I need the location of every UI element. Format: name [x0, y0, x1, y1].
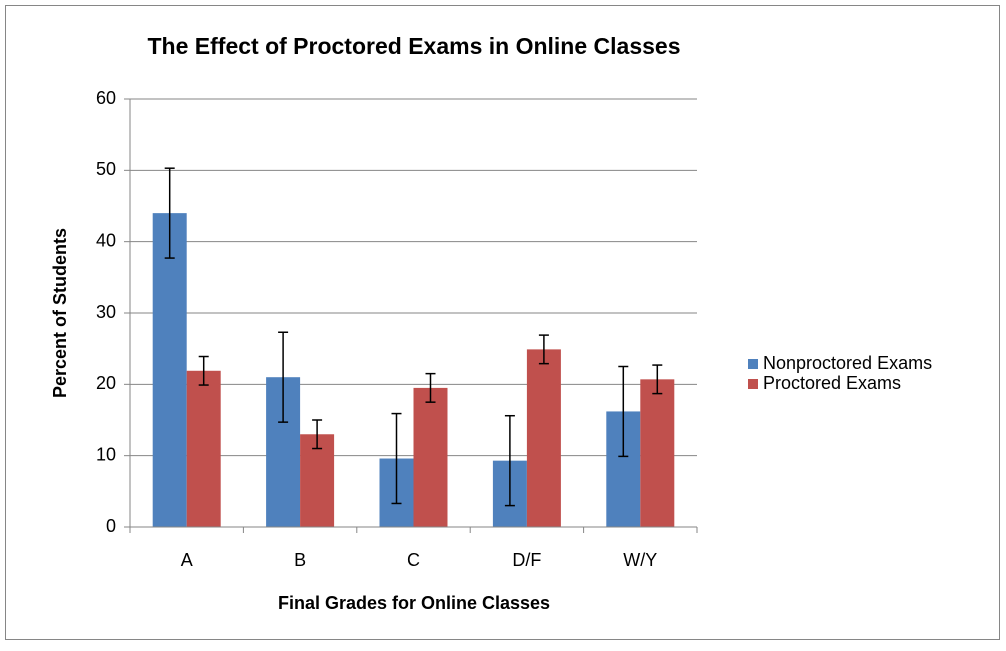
error-bar	[652, 364, 663, 395]
y-tick-label: 30	[96, 302, 116, 322]
y-tick-label: 50	[96, 159, 116, 179]
bar	[526, 349, 561, 527]
error-bar	[425, 372, 436, 403]
x-tick-label: B	[294, 550, 306, 570]
bar	[300, 434, 335, 527]
legend-swatch	[748, 379, 758, 389]
bar	[186, 370, 221, 527]
error-bar	[198, 355, 209, 386]
legend-swatch	[748, 359, 758, 369]
bar	[152, 213, 187, 527]
chart-title: The Effect of Proctored Exams in Online …	[148, 33, 681, 59]
error-bar	[504, 414, 515, 507]
legend-label: Proctored Exams	[763, 373, 901, 393]
error-bar	[312, 419, 323, 450]
x-tick-label: C	[407, 550, 420, 570]
x-axis-label: Final Grades for Online Classes	[278, 593, 550, 613]
error-bar	[278, 331, 289, 423]
error-bar	[618, 365, 629, 458]
x-tick-label: D/F	[512, 550, 541, 570]
y-tick-label: 0	[106, 516, 116, 536]
y-tick-label: 40	[96, 230, 116, 250]
x-tick-label: W/Y	[623, 550, 657, 570]
y-axis-label: Percent of Students	[50, 228, 70, 398]
y-tick-label: 10	[96, 444, 116, 464]
bar	[640, 379, 675, 527]
legend-label: Nonproctored Exams	[763, 353, 932, 373]
bar	[413, 387, 448, 527]
y-tick-label: 20	[96, 373, 116, 393]
error-bar	[164, 167, 175, 259]
y-tick-label: 60	[96, 88, 116, 108]
error-bar	[538, 334, 549, 365]
x-tick-label: A	[181, 550, 193, 570]
error-bar	[391, 412, 402, 505]
